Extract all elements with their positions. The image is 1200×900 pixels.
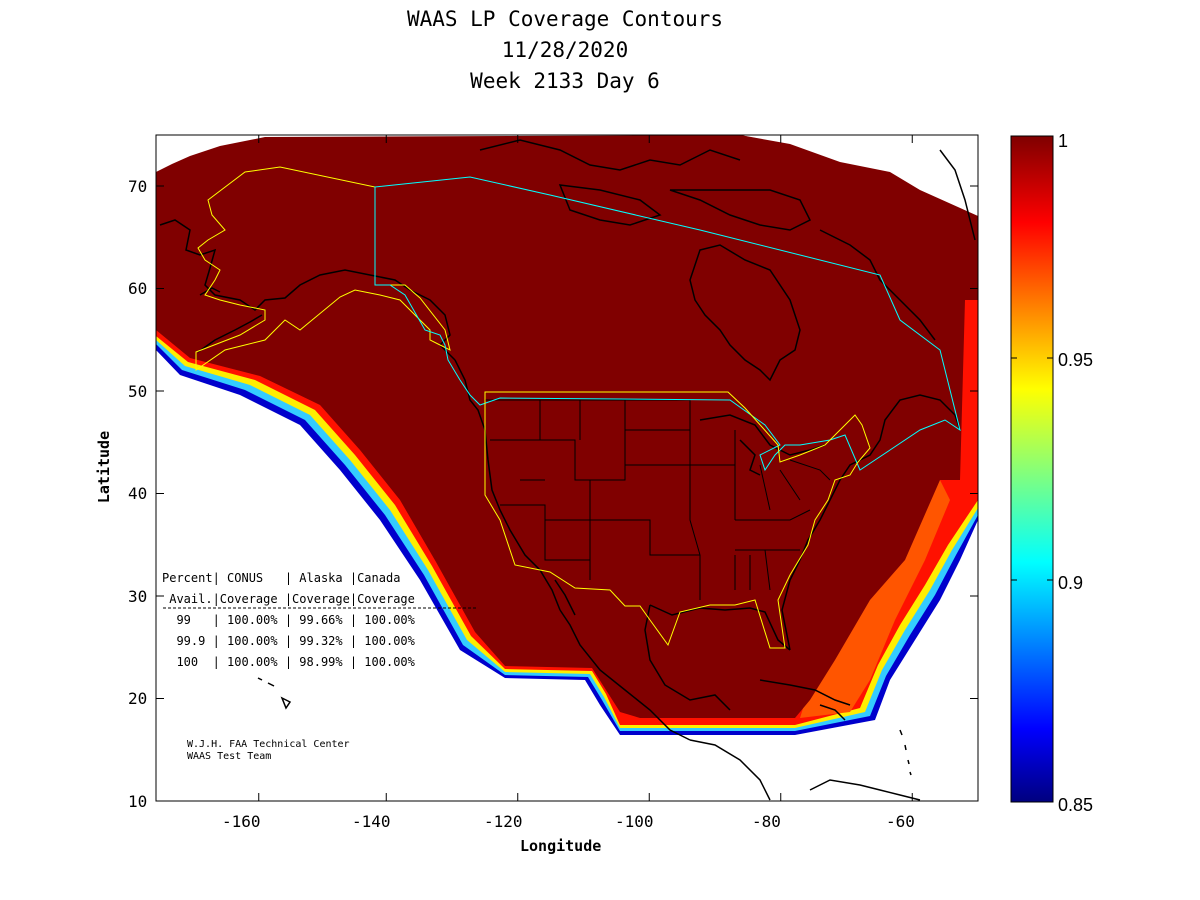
y-axis-label: Latitude (95, 430, 114, 504)
coastlines (159, 139, 976, 801)
x-axis-label: Longitude (520, 837, 602, 855)
y-tick-label: 40 (128, 484, 148, 503)
colorbar-tick-label: 0.95 (1058, 350, 1094, 370)
table-row: 99 | 100.00% | 99.66% | 100.00% (162, 613, 415, 627)
table-row: 100 | 100.00% | 98.99% | 100.00% (162, 655, 415, 669)
y-tick-label: 30 (128, 587, 148, 606)
x-tick-label: -100 (615, 812, 654, 831)
x-tick-label: -120 (484, 812, 523, 831)
y-tick-label: 50 (128, 382, 148, 401)
x-tick-marks (258, 135, 913, 801)
colorbar-tick-label: 1 (1058, 131, 1069, 151)
chart-title-line1: WAAS LP Coverage Contours (406, 7, 724, 31)
table-header-2: Avail.|Coverage |Coverage|Coverage (162, 592, 415, 606)
colorbar-tick-label: 0.85 (1058, 795, 1094, 815)
y-tick-marks (156, 185, 978, 699)
colorbar-tick-marks (1011, 357, 1053, 581)
y-tick-label: 60 (128, 279, 148, 298)
y-tick-label: 20 (128, 689, 148, 708)
colorbar (1010, 135, 1054, 803)
credit-text: W.J.H. FAA Technical Center WAAS Test Tea… (187, 739, 350, 763)
coverage-table: Percent| CONUS | Alaska |Canada Avail.|C… (162, 568, 415, 673)
credit-line-2: WAAS Test Team (187, 751, 272, 762)
y-tick-label: 70 (128, 177, 148, 196)
service-volume-boundaries (195, 166, 961, 649)
table-row: 99.9 | 100.00% | 99.32% | 100.00% (162, 634, 415, 648)
x-tick-label: -160 (222, 812, 261, 831)
chart-title-line2: 11/28/2020 (501, 38, 629, 62)
x-tick-label: -80 (752, 812, 781, 831)
credit-line-1: W.J.H. FAA Technical Center (187, 739, 350, 750)
table-header-1: Percent| CONUS | Alaska |Canada (162, 571, 401, 585)
chart-title-line3: Week 2133 Day 6 (470, 69, 660, 93)
conus-boundary (484, 391, 871, 649)
colorbar-tick-label: 0.9 (1058, 573, 1084, 593)
plot-frame (155, 134, 979, 802)
y-tick-label: 10 (128, 792, 148, 811)
x-tick-label: -140 (352, 812, 391, 831)
x-tick-label: -60 (886, 812, 915, 831)
canada-boundary (374, 176, 961, 472)
alaska-boundary (195, 166, 451, 371)
state-borders (485, 399, 831, 600)
coverage-full-region (156, 135, 978, 718)
